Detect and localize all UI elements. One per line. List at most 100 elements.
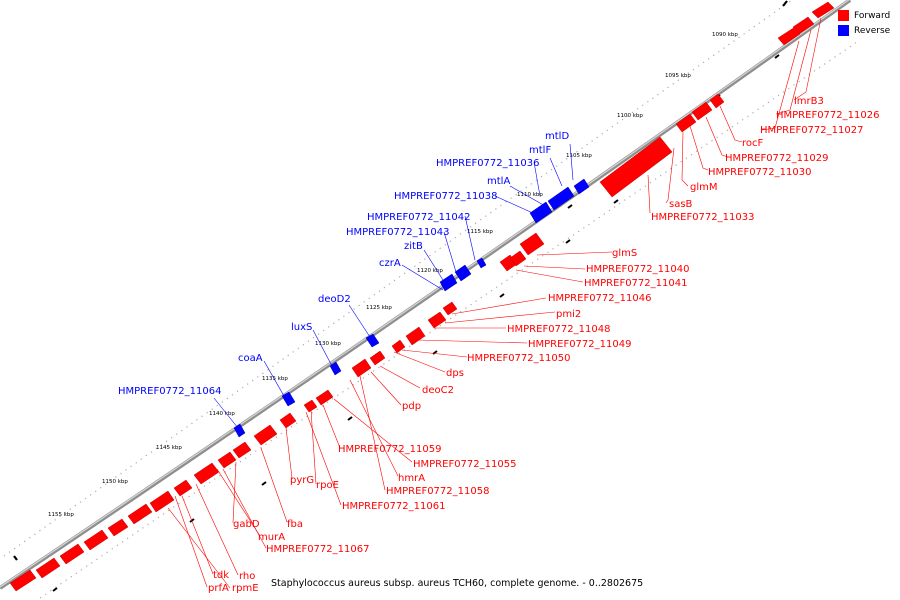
gene-label: hmrA	[398, 473, 425, 484]
gene-label: fba	[287, 519, 303, 530]
gene-forward	[351, 358, 372, 378]
legend-item-forward: Forward	[838, 8, 890, 23]
forward-leaders	[167, 17, 822, 589]
gene-forward	[107, 518, 129, 537]
tick-label: 1150 kbp	[102, 479, 128, 485]
tick-marks	[13, 0, 788, 561]
reverse-swatch	[838, 25, 849, 36]
gene-label: HMPREF0772_11055	[413, 459, 516, 470]
tick-label: 1100 kbp	[617, 113, 643, 119]
legend-item-reverse: Reverse	[838, 23, 890, 38]
tick-label: 1125 kbp	[366, 305, 392, 311]
forward-genes	[9, 1, 835, 592]
gene-reverse	[573, 178, 590, 195]
gene-label: HMPREF0772_11059	[338, 444, 441, 455]
gene-forward	[303, 399, 318, 413]
gene-label: HMPREF0772_11049	[528, 339, 631, 350]
gene-forward	[35, 557, 61, 579]
legend-label: Forward	[854, 10, 891, 21]
genome-caption: Staphylococcus aureus subsp. aureus TCH6…	[271, 578, 644, 589]
gene-reverse	[365, 333, 380, 348]
gene-label: murA	[258, 532, 285, 543]
gene-label: HMPREF0772_11048	[507, 324, 610, 335]
gene-forward	[193, 462, 220, 485]
gene-label: HMPREF0772_11041	[584, 278, 687, 289]
tick-label: 1115 kbp	[467, 229, 493, 235]
gene-label: dps	[446, 368, 464, 379]
gene-forward	[217, 451, 237, 469]
tick-label: 1155 kbp	[48, 512, 74, 518]
tick-label: 1110 kbp	[517, 192, 543, 198]
gene-label: sasB	[669, 199, 693, 210]
gene-label: tdk	[213, 570, 229, 581]
tick-label: 1145 kbp	[156, 445, 182, 451]
gene-label: mtlA	[487, 176, 510, 187]
gene-forward	[675, 113, 697, 133]
gene-label: HMPREF0772_11050	[467, 353, 570, 364]
gene-forward	[427, 311, 447, 329]
gene-forward	[811, 1, 835, 19]
tick-label: 1135 kbp	[262, 376, 288, 382]
gene-reverse	[233, 423, 246, 438]
gene-label: HMPREF0772_11043	[346, 227, 449, 238]
gene-label: HMPREF0772_11058	[386, 486, 489, 497]
gene-forward	[709, 93, 725, 109]
gene-forward	[777, 26, 801, 46]
gene-label: HMPREF0772_11061	[342, 501, 445, 512]
gene-label: pyrG	[290, 475, 314, 486]
reverse-gene-labels: mtlD mtlF HMPREF0772_11036 mtlA HMPREF07…	[118, 131, 569, 397]
genome-backbone-highlight	[0, 0, 850, 588]
tick-labels: 1090 kbp 1095 kbp 1100 kbp 1105 kbp 1110…	[48, 32, 738, 518]
gene-forward	[599, 136, 673, 198]
gene-reverse	[454, 264, 472, 282]
gene-label: rpmE	[232, 583, 259, 594]
gene-label: HMPREF0772_11030	[708, 167, 811, 178]
gene-reverse	[529, 201, 553, 224]
gene-reverse	[547, 186, 575, 211]
gene-label: HMPREF0772_11033	[651, 212, 754, 223]
gene-label: HMPREF0772_11067	[266, 544, 369, 555]
gene-forward	[173, 479, 193, 497]
gene-forward	[519, 232, 545, 256]
gene-label: pmi2	[556, 309, 581, 320]
tick-label: 1090 kbp	[712, 32, 738, 38]
gene-label: HMPREF0772_11064	[118, 386, 221, 397]
gene-label: HMPREF0772_11046	[548, 293, 651, 304]
gene-forward	[127, 503, 153, 525]
gene-forward	[405, 326, 426, 346]
gene-label: rpoE	[316, 480, 339, 491]
gene-label: HMPREF0772_11036	[436, 158, 539, 169]
gene-label: deoD2	[318, 294, 351, 305]
gene-label: zitB	[404, 241, 423, 252]
tick-label: 1095 kbp	[665, 73, 691, 79]
reverse-genes	[233, 178, 590, 438]
gene-forward	[391, 339, 406, 354]
gene-label: luxS	[291, 322, 312, 333]
gene-label: gabD	[233, 519, 260, 530]
gene-label: pdp	[402, 401, 421, 412]
legend: Forward Reverse	[838, 8, 890, 38]
gene-label: glmM	[690, 182, 718, 193]
gene-reverse	[329, 361, 342, 376]
reverse-leaders	[213, 143, 574, 429]
genome-backbone	[0, 0, 852, 590]
gene-forward	[9, 569, 37, 592]
gene-forward	[253, 424, 278, 446]
tick-label: 1105 kbp	[566, 153, 592, 159]
gene-label: HMPREF0772_11040	[586, 264, 689, 275]
gene-label: czrA	[379, 258, 401, 269]
gene-forward	[369, 350, 386, 366]
gene-label: mtlF	[529, 145, 551, 156]
gene-label: HMPREF0772_11038	[394, 191, 497, 202]
gene-reverse	[476, 257, 487, 269]
gene-label: HMPREF0772_11029	[725, 153, 828, 164]
gene-reverse	[439, 273, 458, 292]
gene-label: HMPREF0772_11026	[776, 110, 879, 121]
gene-label: deoC2	[422, 385, 454, 396]
gene-forward	[509, 250, 527, 267]
gene-forward	[442, 301, 458, 316]
legend-label: Reverse	[854, 25, 891, 36]
gene-label: lmrB3	[794, 96, 824, 107]
gene-forward	[83, 529, 109, 551]
